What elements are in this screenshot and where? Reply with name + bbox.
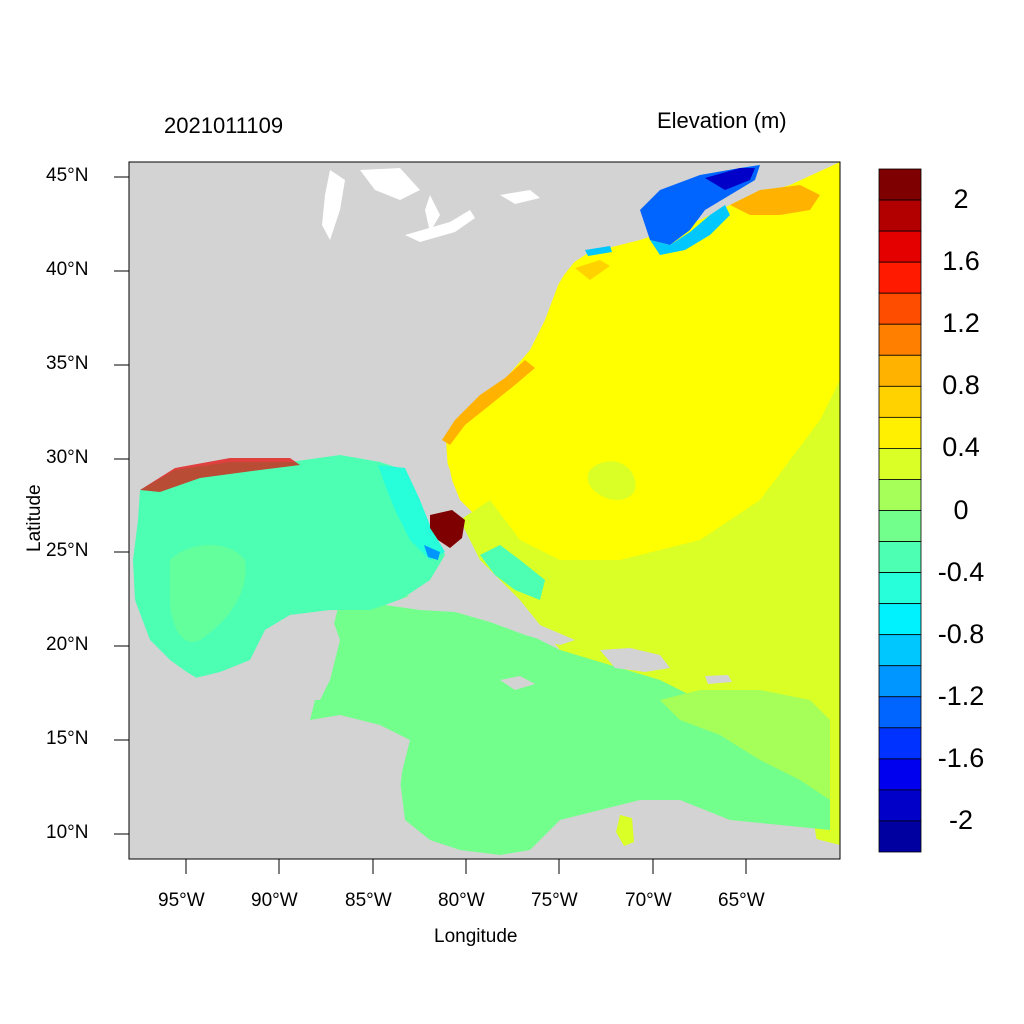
colorbar-swatch xyxy=(878,199,922,232)
puerto-rico-land xyxy=(705,675,732,684)
date-label: 2021011109 xyxy=(164,113,284,138)
lon-tick-label: 95°W xyxy=(158,890,205,911)
north-america-land xyxy=(129,162,760,500)
caribbean-east xyxy=(660,690,830,800)
colorbar-swatch xyxy=(878,354,922,387)
gulf-patch xyxy=(170,545,246,642)
colorbar-swatch xyxy=(878,789,922,822)
colorbar-swatch xyxy=(878,727,922,760)
gulf-of-maine-edge xyxy=(650,205,730,255)
lake-maracaibo xyxy=(616,815,634,846)
colorbar-swatch xyxy=(878,820,922,853)
colorbar-swatch xyxy=(878,603,922,636)
colorbar-swatch xyxy=(878,168,922,201)
colorbar-swatch xyxy=(878,665,922,698)
lat-tick-label: 20°N xyxy=(46,634,89,655)
colorbar-swatch xyxy=(878,479,922,511)
colorbar-swatch xyxy=(878,292,922,325)
x-axis-label: Longitude xyxy=(434,926,518,947)
colorbar-swatch xyxy=(878,634,922,667)
plot-frame xyxy=(128,161,841,860)
colorbar-swatch xyxy=(878,510,922,542)
colorbar-swatch xyxy=(878,696,922,729)
lat-tick-label: 30°N xyxy=(46,447,89,468)
lon-tick-label: 70°W xyxy=(625,890,672,911)
florida-west-shelf xyxy=(378,465,445,560)
lat-tick-label: 10°N xyxy=(46,822,89,843)
lat-tick-label: 15°N xyxy=(46,728,89,749)
ny-bight-surge xyxy=(575,260,610,280)
florida-south-tip xyxy=(424,545,440,560)
colorbar-swatch xyxy=(878,230,922,263)
gulf-coast-surge xyxy=(140,458,300,492)
colorbar-label: -1.6 xyxy=(937,742,985,773)
lat-tick-label: 40°N xyxy=(46,259,89,280)
atlantic-cool-patch xyxy=(587,461,636,500)
colorbar-swatch xyxy=(878,261,922,294)
colorbar-swatch xyxy=(878,448,922,480)
colorbar-swatch xyxy=(878,541,922,573)
lon-tick-label: 65°W xyxy=(718,890,765,911)
lat-tick-label: 25°N xyxy=(46,540,89,561)
lat-tick-label: 45°N xyxy=(46,165,89,186)
colorbar-label: 1.6 xyxy=(942,246,980,277)
lon-tick-label: 90°W xyxy=(251,890,298,911)
long-island-sound xyxy=(585,246,612,256)
colorbar-label: -0.4 xyxy=(937,556,985,587)
caribbean-sea xyxy=(310,590,830,855)
field-label: Elevation (m) xyxy=(657,108,787,133)
mexico-land xyxy=(129,560,492,859)
colorbar-swatch xyxy=(878,572,922,605)
colorbar-swatch xyxy=(878,323,922,356)
map-plot-area xyxy=(129,162,840,859)
colorbar-label: 1.2 xyxy=(942,308,980,339)
jamaica-land xyxy=(500,676,535,690)
carolina-coast-surge xyxy=(442,360,535,445)
colorbar-swatch xyxy=(878,758,922,791)
longitude-tick-marks xyxy=(185,859,747,874)
lon-tick-label: 75°W xyxy=(531,890,578,911)
bahamas-shelf xyxy=(480,545,545,600)
colorbar-label: 0.4 xyxy=(942,432,980,463)
colorbar-label: 0.8 xyxy=(942,370,980,401)
scotian-shelf xyxy=(730,185,820,215)
yucatan-land xyxy=(260,612,340,700)
lon-tick-label: 85°W xyxy=(345,890,392,911)
south-america-land xyxy=(541,810,840,859)
lat-tick-label: 35°N xyxy=(46,353,89,374)
hispaniola-land xyxy=(600,648,670,672)
cuba-land xyxy=(385,592,575,645)
colorbar-label: 2 xyxy=(953,184,969,215)
latitude-tick-marks xyxy=(114,176,129,835)
gulf-of-maine-deep xyxy=(705,168,755,190)
colorbar-label: -2 xyxy=(948,804,973,835)
colorbar xyxy=(878,168,922,853)
colorbar-swatch xyxy=(878,385,922,418)
colorbar-label: -1.2 xyxy=(937,680,985,711)
colorbar-swatch xyxy=(878,416,922,449)
y-axis-label: Latitude xyxy=(24,484,45,552)
lon-tick-label: 80°W xyxy=(438,890,485,911)
great-lakes xyxy=(322,168,540,242)
colorbar-label: -0.8 xyxy=(937,618,985,649)
colorbar-label: 0 xyxy=(953,494,969,525)
florida-surge xyxy=(430,510,465,548)
